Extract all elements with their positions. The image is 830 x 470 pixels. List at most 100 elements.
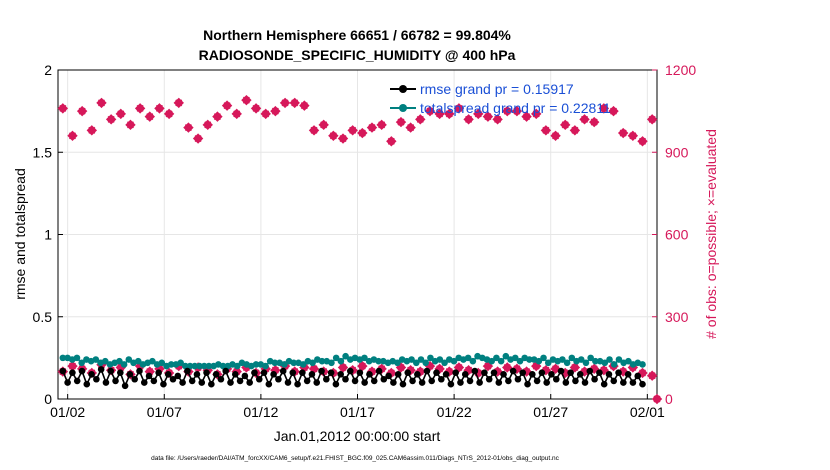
rmse-point	[73, 377, 81, 385]
rmse-point	[596, 369, 603, 376]
x-axis-label: Jan.01,2012 00:00:00 start	[274, 428, 441, 444]
totalspread-point	[436, 356, 444, 363]
obs-evaluated-marker	[455, 104, 463, 112]
obs-evaluated-marker	[571, 363, 579, 372]
rmse-point	[83, 380, 91, 388]
obs-evaluated-marker	[68, 362, 77, 370]
rmse-point	[437, 375, 445, 383]
rmse-point	[88, 371, 95, 378]
y-axis-left: 0 0.5 1 1.5 2	[33, 62, 63, 407]
rmse-point	[442, 371, 450, 378]
obs-evaluated-marker	[397, 118, 405, 126]
rmse-point	[179, 379, 186, 386]
obs-evaluated-marker	[503, 107, 511, 115]
rmse-point	[404, 369, 412, 376]
rmse-point	[600, 380, 608, 388]
totalspread-point	[427, 354, 434, 362]
rmse-point	[241, 372, 249, 380]
obs-evaluated-marker	[146, 113, 154, 121]
rmse-point	[485, 375, 493, 383]
totalspread-point	[516, 357, 524, 365]
totalspread-point	[205, 362, 213, 370]
totalspread-point	[281, 361, 288, 368]
rmse-point	[78, 367, 86, 375]
rmse-point	[188, 377, 196, 385]
rmse-point	[236, 377, 244, 385]
totalspread-point	[116, 357, 123, 365]
x-tick-label: 01/22	[437, 404, 472, 420]
rmse-point	[471, 367, 479, 375]
rmse-point	[327, 369, 335, 376]
totalspread-point	[125, 356, 133, 363]
totalspread-point	[182, 362, 189, 370]
obs-evaluated-marker	[252, 104, 260, 112]
rmse-point	[629, 379, 637, 386]
rmse-point	[380, 375, 388, 383]
totalspread-point	[639, 361, 646, 368]
rmse-point	[102, 379, 110, 386]
rmse-point	[500, 371, 507, 378]
rmse-point	[184, 367, 191, 375]
rmse-point	[620, 379, 627, 386]
rmse-point	[481, 369, 488, 376]
rmse-point	[313, 379, 321, 386]
x-tick-label: 01/02	[50, 404, 85, 420]
totalspread-point	[149, 357, 156, 365]
rmse-point	[69, 369, 76, 376]
rmse-point	[323, 375, 330, 383]
y-left-tick-label: 0	[44, 391, 52, 407]
obs-evaluated-marker	[552, 132, 560, 140]
obs-evaluated-marker	[117, 110, 125, 118]
rmse-point	[342, 375, 349, 383]
obs-evaluated-marker	[97, 99, 106, 107]
totalspread-point	[318, 357, 326, 365]
totalspread-point	[615, 356, 623, 363]
obs-evaluated-marker	[638, 137, 647, 145]
totalspread-point	[610, 361, 618, 368]
legend-rmse-marker	[399, 85, 407, 93]
obs-evaluated-marker	[484, 362, 492, 370]
rmse-point	[64, 379, 71, 386]
obs-evaluated-marker	[523, 113, 531, 121]
totalspread-point	[332, 354, 340, 362]
rmse-point	[164, 371, 172, 378]
x-tick-label: 01/12	[243, 404, 278, 420]
rmse-point	[466, 377, 474, 385]
totalspread-point	[592, 357, 599, 365]
totalspread-point	[92, 356, 100, 363]
rmse-point	[112, 377, 119, 385]
obs-evaluated-marker	[310, 365, 318, 373]
totalspread-point	[511, 354, 519, 362]
rmse-point	[538, 369, 546, 376]
rmse-point	[576, 371, 584, 378]
totalspread-point	[361, 354, 368, 362]
obs-evaluated-marker	[329, 132, 337, 140]
totalspread-point	[271, 359, 279, 367]
rmse-point	[581, 379, 589, 386]
obs-evaluated-marker	[561, 121, 569, 129]
rmse-point	[222, 367, 230, 375]
rmse-point	[93, 375, 100, 383]
rmse-point	[567, 369, 574, 376]
rmse-point	[117, 369, 124, 376]
obs-evaluated-marker	[513, 107, 521, 115]
rmse-point	[409, 377, 416, 385]
totalspread-point	[606, 356, 613, 363]
rmse-point	[519, 369, 527, 376]
rmse-point	[203, 369, 210, 376]
x-tick-label: 01/27	[533, 404, 568, 420]
rmse-point	[495, 379, 503, 386]
obs-evaluated-marker	[358, 129, 366, 137]
obs-evaluated-marker	[629, 132, 637, 140]
rmse-point	[514, 375, 522, 383]
obs-evaluated-marker	[320, 121, 328, 129]
rmse-point	[414, 371, 421, 378]
obs-evaluated-marker	[107, 115, 115, 123]
y-axis-right-label: # of obs: o=possible; ×=evaluated	[703, 129, 719, 339]
y-right-tick-label: 300	[665, 309, 689, 325]
obs-evaluated-marker	[175, 99, 183, 107]
totalspread-point	[262, 362, 269, 370]
obs-evaluated-marker	[648, 372, 656, 380]
rmse-point	[155, 369, 162, 376]
rmse-point	[299, 369, 306, 376]
